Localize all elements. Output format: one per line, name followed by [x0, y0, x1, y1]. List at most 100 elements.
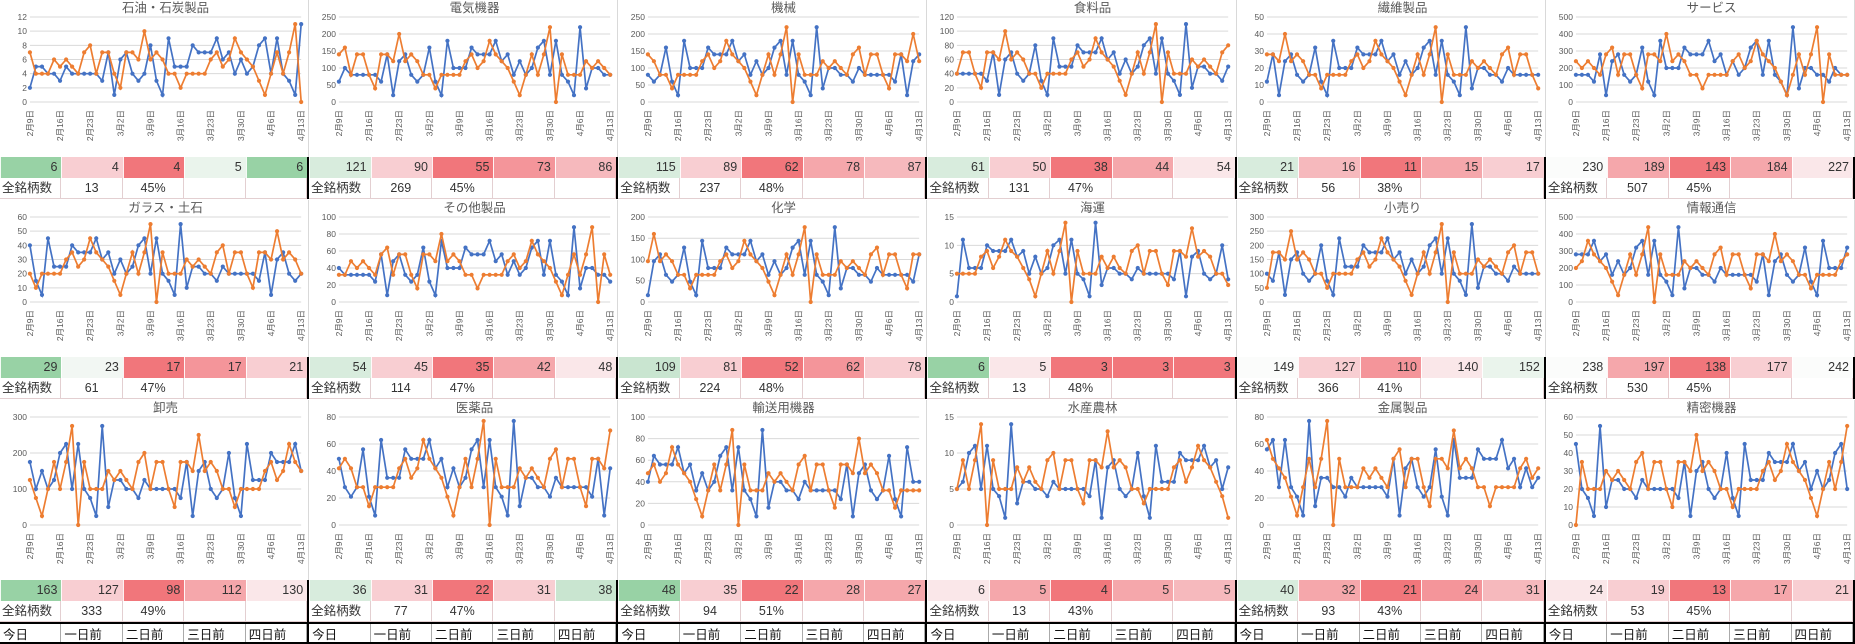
y-axis-tick: 2 — [22, 83, 27, 93]
series-orange-marker — [1166, 50, 1171, 55]
series-orange-marker — [244, 57, 250, 62]
series-blue-marker — [553, 38, 559, 43]
y-axis-tick: 50 — [1254, 283, 1264, 293]
series-blue-marker — [1517, 485, 1522, 490]
series-blue-marker — [475, 437, 480, 443]
series-orange-marker — [863, 272, 868, 277]
series-orange-marker — [833, 505, 838, 510]
series-blue-marker — [596, 65, 601, 71]
series-orange-marker — [1312, 271, 1317, 276]
y-axis-tick: 12 — [18, 12, 28, 22]
series-blue-marker — [172, 486, 177, 492]
y-axis-tick: 150 — [322, 46, 336, 56]
x-axis-label: 2月16日 — [983, 110, 993, 141]
series-blue-marker — [1664, 65, 1669, 71]
x-axis-label: 3月16日 — [176, 533, 186, 564]
series-orange-marker — [1573, 522, 1578, 528]
series-blue-marker — [88, 495, 93, 501]
series-orange-marker — [445, 259, 450, 264]
series-blue-marker — [1700, 272, 1705, 277]
series-blue-marker — [1621, 486, 1627, 492]
series-orange-marker — [845, 265, 850, 271]
series-orange-marker — [184, 459, 189, 465]
series-blue-marker — [535, 238, 541, 243]
advance-ratio-value: 45% — [123, 178, 185, 198]
series-blue-marker — [1348, 475, 1354, 480]
series-blue-marker — [82, 71, 87, 76]
series-orange-marker — [553, 279, 559, 284]
y-axis-tick: 500 — [1559, 212, 1573, 222]
series-orange-marker — [268, 71, 274, 76]
sector-panel: 0 5 10 15 水産農林 2月9日 2月16日 2月23日 3月2日 3月9日 3月16日 3月2… — [927, 400, 1237, 644]
series-blue-marker — [646, 293, 651, 298]
series-orange-marker — [256, 250, 262, 255]
series-orange-marker — [1081, 501, 1087, 506]
series-orange-marker — [214, 50, 219, 55]
series-blue-marker — [1718, 265, 1723, 271]
series-orange-marker — [1712, 468, 1717, 474]
series-orange-marker — [1585, 59, 1590, 64]
series-blue-marker — [268, 292, 274, 297]
series-blue-marker — [391, 475, 396, 480]
series-orange-marker — [652, 59, 657, 64]
series-orange-marker — [851, 259, 856, 264]
series-orange-marker — [1790, 259, 1795, 264]
series-orange-marker — [608, 72, 613, 77]
chart-title: 医薬品 — [456, 401, 493, 415]
series-blue-marker — [1300, 513, 1305, 518]
x-axis-label: 2月16日 — [673, 110, 683, 141]
x-axis-label: 3月30日 — [854, 533, 864, 564]
series-orange-marker — [1264, 437, 1269, 443]
series-orange-marker — [760, 265, 765, 271]
x-axis-label: 3月16日 — [794, 310, 804, 341]
series-blue-marker — [1688, 513, 1693, 519]
x-axis-label: 2月16日 — [55, 533, 65, 564]
day-labels-row: 今日 一日前 二日前 三日前 四日前 — [0, 622, 308, 644]
series-blue-marker — [1178, 92, 1183, 97]
series-orange-marker — [1348, 271, 1354, 276]
series-orange-marker — [718, 259, 723, 264]
series-blue-marker — [652, 79, 657, 84]
series-blue-marker — [1676, 225, 1681, 230]
series-blue-marker — [1075, 271, 1081, 276]
x-axis-label: 3月16日 — [794, 110, 804, 141]
heat-cell: 21 — [1236, 157, 1299, 178]
series-orange-marker — [1378, 236, 1384, 241]
series-orange-marker — [1802, 477, 1807, 483]
series-orange-marker — [76, 71, 81, 76]
x-axis-label: 3月16日 — [1721, 310, 1731, 341]
series-orange-marker — [1760, 252, 1765, 257]
series-orange-marker — [190, 468, 195, 474]
series-orange-marker — [1336, 72, 1341, 77]
series-blue-marker — [142, 477, 147, 483]
series-orange-marker — [379, 252, 384, 257]
series-blue-marker — [584, 485, 589, 490]
y-axis-tick: 10 — [18, 283, 28, 293]
x-axis-label: 3月2日 — [1661, 533, 1671, 559]
x-axis-label: 2月23日 — [85, 310, 95, 341]
y-axis-tick: 0 — [1568, 520, 1573, 530]
series-orange-marker — [1118, 78, 1123, 83]
series-blue-marker — [869, 488, 874, 493]
series-orange-marker — [226, 271, 231, 276]
sector-panel: 0 20 40 60 80 金属製品 2月9日 2月16日 2月23日 3月2日 3月9日 3月16日… — [1236, 400, 1546, 644]
series-orange-marker — [475, 65, 480, 71]
series-blue-marker — [700, 471, 705, 476]
series-blue-marker — [355, 72, 360, 77]
x-axis-label: 3月30日 — [1163, 110, 1173, 141]
series-orange-marker — [664, 471, 669, 476]
series-blue-marker — [256, 43, 262, 48]
series-blue-marker — [1324, 475, 1329, 480]
series-blue-marker — [1160, 36, 1165, 41]
series-orange-marker — [1652, 299, 1657, 305]
series-orange-marker — [70, 64, 75, 69]
series-blue-marker — [299, 22, 304, 27]
series-blue-marker — [1670, 65, 1675, 71]
series-orange-marker — [1718, 72, 1723, 77]
heatmap-row: 24 19 13 17 21 — [1545, 580, 1853, 601]
heat-cell: 17 — [1482, 157, 1544, 178]
series-blue-marker — [1226, 277, 1231, 282]
heat-cell: 54 — [1173, 157, 1235, 178]
series-orange-marker — [299, 468, 304, 474]
